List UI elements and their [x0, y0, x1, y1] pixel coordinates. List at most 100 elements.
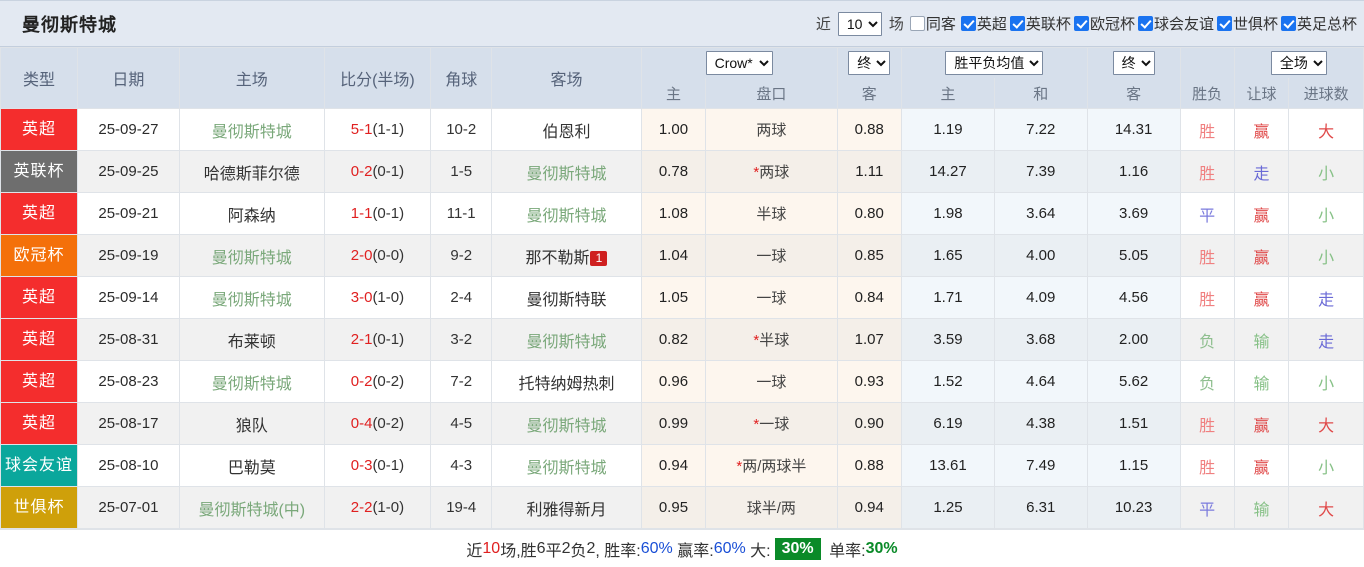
- away-team-name[interactable]: 伯恩利: [542, 123, 591, 141]
- home-team-name[interactable]: 布莱顿: [227, 333, 276, 351]
- score-full: 0-2: [350, 163, 373, 180]
- cell-corner: 1-5: [430, 150, 493, 193]
- home-team-name[interactable]: 阿森纳: [227, 207, 276, 225]
- result-goals: 走: [1318, 291, 1335, 309]
- away-team-name[interactable]: 利雅得新月: [526, 501, 607, 519]
- odds-phase-select[interactable]: 终: [1112, 51, 1155, 75]
- summary-p5: , 胜率:: [595, 542, 641, 560]
- cell-result-hcap: 输: [1233, 360, 1290, 403]
- away-team-name[interactable]: 曼彻斯特城: [526, 165, 607, 183]
- corner-score: 11-1: [446, 205, 476, 222]
- cell-league: 英超: [0, 276, 78, 319]
- cell-hcap-home: 0.95: [640, 486, 707, 529]
- bookmaker-select[interactable]: Crow*: [705, 51, 773, 75]
- away-team-name[interactable]: 曼彻斯特城: [526, 417, 607, 435]
- col-score[interactable]: 比分(半场): [323, 47, 432, 109]
- table-row[interactable]: 欧冠杯 25-09-19 曼彻斯特城 2-0(0-0) 9-2 那不勒斯 1 1.04 一球 0.…: [0, 234, 1364, 277]
- cell-home[interactable]: 曼彻斯特城: [178, 108, 325, 151]
- cell-odds-away: 14.31: [1086, 108, 1181, 151]
- result-wdl: 负: [1199, 375, 1216, 393]
- match-count-select[interactable]: 10: [837, 11, 882, 36]
- hcap-phase-select[interactable]: 终: [848, 51, 891, 75]
- corner-score: 19-4: [446, 499, 477, 516]
- cell-odds-away: 5.05: [1086, 234, 1181, 277]
- col-away[interactable]: 客场: [491, 47, 642, 109]
- home-team-name[interactable]: 曼彻斯特城: [211, 291, 292, 309]
- home-team-name[interactable]: 狼队: [235, 417, 268, 435]
- cell-away[interactable]: 伯恩利: [491, 108, 642, 151]
- cell-away[interactable]: 曼彻斯特城: [491, 150, 642, 193]
- away-team-name[interactable]: 曼彻斯特城: [526, 207, 607, 225]
- cell-home[interactable]: 哈德斯菲尔德: [178, 150, 325, 193]
- cell-away[interactable]: 利雅得新月: [491, 486, 642, 529]
- result-hcap: 赢: [1253, 123, 1270, 141]
- table-row[interactable]: 英超 25-09-14 曼彻斯特城 3-0(1-0) 2-4 曼彻斯特联 1.05 一球 0.8…: [0, 276, 1364, 319]
- league-checkbox-1[interactable]: [1009, 16, 1025, 31]
- home-team-name[interactable]: 曼彻斯特城(中): [198, 501, 306, 519]
- cell-home[interactable]: 曼彻斯特城: [178, 276, 325, 319]
- cell-home[interactable]: 阿森纳: [178, 192, 325, 235]
- table-row[interactable]: 英超 25-08-17 狼队 0-4(0-2) 4-5 曼彻斯特城 0.99 *一球 0.90 6…: [0, 402, 1364, 445]
- home-team-name[interactable]: 哈德斯菲尔德: [203, 165, 300, 183]
- cell-away[interactable]: 曼彻斯特城: [491, 192, 642, 235]
- league-checkbox-0[interactable]: [960, 16, 976, 31]
- cell-score: 2-1(0-1): [323, 318, 432, 361]
- corner-score: 4-3: [450, 457, 473, 474]
- cell-home[interactable]: 曼彻斯特城: [178, 360, 325, 403]
- away-team-name[interactable]: 那不勒斯 1: [525, 250, 608, 267]
- home-team-name[interactable]: 曼彻斯特城: [211, 249, 292, 267]
- summary-p8: 单率:: [824, 542, 866, 560]
- match-date: 25-08-23: [98, 373, 159, 390]
- odds-away: 1.16: [1119, 163, 1149, 180]
- summary-p2: 场,胜: [500, 542, 537, 560]
- away-team-name[interactable]: 曼彻斯特城: [526, 333, 607, 351]
- summary-footer: 近 10 场,胜 6 平 2 负 2, 胜率: 60% 赢率: 60% 大: 30% 单率: 30%: [0, 529, 1364, 567]
- league-checkbox-2[interactable]: [1073, 16, 1089, 31]
- league-checkbox-5[interactable]: [1280, 16, 1296, 31]
- cell-result-hcap: 赢: [1233, 444, 1290, 487]
- away-team-name[interactable]: 托特纳姆热刺: [518, 375, 615, 393]
- col-corner[interactable]: 角球: [430, 47, 493, 109]
- table-row[interactable]: 英联杯 25-09-25 哈德斯菲尔德 0-2(0-1) 1-5 曼彻斯特城 0.78 *两球…: [0, 150, 1364, 193]
- col-date[interactable]: 日期: [76, 47, 180, 109]
- cell-away[interactable]: 曼彻斯特城: [491, 444, 642, 487]
- period-select[interactable]: 全场: [1270, 51, 1327, 75]
- cell-away[interactable]: 曼彻斯特城: [491, 402, 642, 445]
- cell-away[interactable]: 曼彻斯特城: [491, 318, 642, 361]
- cell-away[interactable]: 曼彻斯特联: [491, 276, 642, 319]
- hcap-away-odds: 1.11: [855, 163, 884, 180]
- away-team-name[interactable]: 曼彻斯特城: [526, 459, 607, 477]
- cell-home[interactable]: 巴勒莫: [178, 444, 325, 487]
- col-home[interactable]: 主场: [178, 47, 325, 109]
- cell-hcap-line: 半球: [705, 192, 838, 235]
- home-team-name[interactable]: 曼彻斯特城: [211, 375, 292, 393]
- table-row[interactable]: 英超 25-09-21 阿森纳 1-1(0-1) 11-1 曼彻斯特城 1.08 半球 0.80…: [0, 192, 1364, 235]
- result-wdl: 负: [1199, 333, 1216, 351]
- col-type[interactable]: 类型: [0, 47, 78, 109]
- table-row[interactable]: 世俱杯 25-07-01 曼彻斯特城(中) 2-2(1-0) 19-4 利雅得新月 0.95…: [0, 486, 1364, 529]
- cell-away[interactable]: 托特纳姆热刺: [491, 360, 642, 403]
- league-checkbox-3[interactable]: [1137, 16, 1153, 31]
- away-team-name[interactable]: 曼彻斯特联: [526, 291, 607, 309]
- table-row[interactable]: 英超 25-08-23 曼彻斯特城 0-2(0-2) 7-2 托特纳姆热刺 0.96 一球 0.…: [0, 360, 1364, 403]
- cell-home[interactable]: 布莱顿: [178, 318, 325, 361]
- cell-home[interactable]: 曼彻斯特城: [178, 234, 325, 277]
- league-checkbox-4[interactable]: [1216, 16, 1232, 31]
- score-full: 2-0: [350, 247, 373, 264]
- table-row[interactable]: 英超 25-08-31 布莱顿 2-1(0-1) 3-2 曼彻斯特城 0.82 *半球 1.07…: [0, 318, 1364, 361]
- home-team-name[interactable]: 巴勒莫: [227, 459, 276, 477]
- cell-away[interactable]: 那不勒斯 1: [491, 234, 642, 277]
- same-away-checkbox[interactable]: [909, 16, 925, 31]
- home-team-name[interactable]: 曼彻斯特城: [211, 123, 292, 141]
- cell-league: 英超: [0, 318, 78, 361]
- cell-date: 25-08-17: [76, 402, 180, 445]
- table-row[interactable]: 球会友谊 25-08-10 巴勒莫 0-3(0-1) 4-3 曼彻斯特城 0.94 *两/两球…: [0, 444, 1364, 487]
- cell-home[interactable]: 曼彻斯特城(中): [178, 486, 325, 529]
- summary-odd-rate: 30%: [865, 539, 898, 557]
- table-row[interactable]: 英超 25-09-27 曼彻斯特城 5-1(1-1) 10-2 伯恩利 1.00 两球 0.88…: [0, 108, 1364, 151]
- match-date: 25-08-17: [98, 415, 159, 432]
- cell-result-wdl: 负: [1179, 318, 1235, 361]
- odds-type-select[interactable]: 胜平负均值: [945, 51, 1044, 75]
- cell-home[interactable]: 狼队: [178, 402, 325, 445]
- odds-away: 5.62: [1119, 373, 1149, 390]
